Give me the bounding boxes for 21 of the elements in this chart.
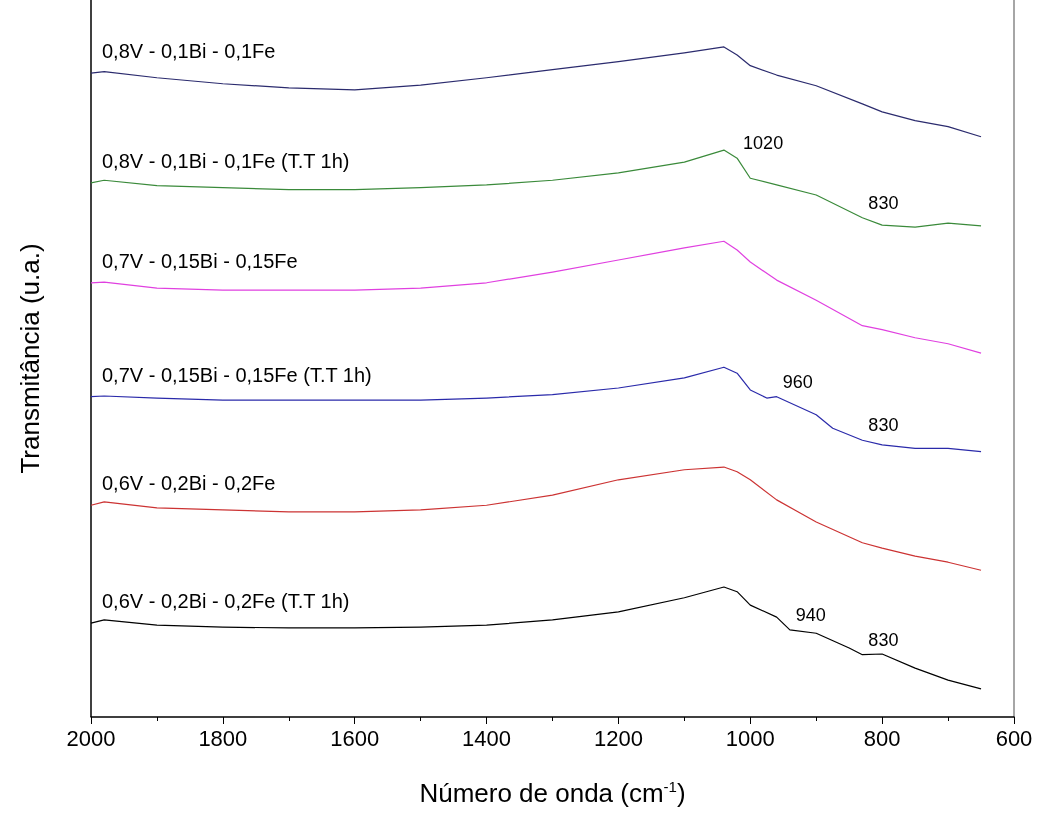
- y-axis-title: Transmitância (u.a.): [15, 243, 45, 474]
- x-tick-label: 800: [863, 725, 901, 751]
- x-tick-label: 1200: [593, 725, 643, 751]
- series-label: 0,7V - 0,15Bi - 0,15Fe: [102, 249, 298, 272]
- series-label: 0,8V - 0,1Bi - 0,1Fe: [102, 40, 276, 63]
- annotation: 940: [795, 604, 826, 625]
- annotation: 830: [868, 629, 899, 650]
- series-label: 0,6V - 0,2Bi - 0,2Fe: [102, 472, 276, 495]
- series-label: 0,7V - 0,15Bi - 0,15Fe (T.T 1h): [102, 363, 372, 386]
- x-tick-label: 1400: [462, 725, 512, 751]
- annotation: 830: [868, 415, 899, 436]
- x-tick-label: 1800: [198, 725, 248, 751]
- x-tick-label: 600: [995, 725, 1033, 751]
- annotation: 960: [782, 371, 813, 392]
- annotation: 1020: [743, 133, 784, 154]
- series-label: 0,6V - 0,2Bi - 0,2Fe (T.T 1h): [102, 590, 350, 613]
- annotation: 830: [868, 192, 899, 213]
- x-tick-label: 1600: [330, 725, 380, 751]
- series-label: 0,8V - 0,1Bi - 0,1Fe (T.T 1h): [102, 149, 350, 172]
- x-tick-label: 1000: [725, 725, 775, 751]
- x-tick-label: 2000: [66, 725, 116, 751]
